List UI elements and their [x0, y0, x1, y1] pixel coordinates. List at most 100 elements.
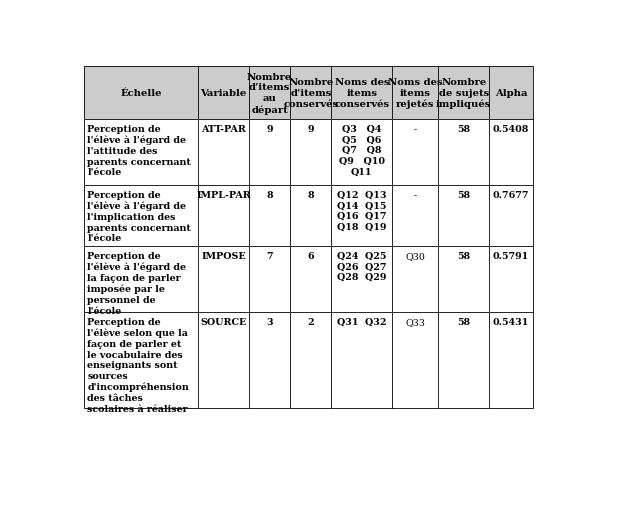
- Bar: [392, 67, 438, 120]
- Bar: [249, 67, 290, 120]
- Bar: [332, 313, 392, 408]
- Bar: [489, 313, 533, 408]
- Text: Q12  Q13
Q14  Q15
Q16  Q17
Q18  Q19: Q12 Q13 Q14 Q15 Q16 Q17 Q18 Q19: [337, 190, 387, 232]
- Bar: [489, 246, 533, 313]
- Text: Noms des
items
conservés: Noms des items conservés: [334, 78, 389, 108]
- Bar: [290, 246, 332, 313]
- Text: -: -: [414, 190, 417, 200]
- Bar: [438, 313, 489, 408]
- Text: Q3   Q4
Q5   Q6
Q7   Q8
Q9   Q10
Q11: Q3 Q4 Q5 Q6 Q7 Q8 Q9 Q10 Q11: [339, 125, 385, 177]
- Bar: [84, 120, 198, 186]
- Text: IMPL-PAR: IMPL-PAR: [196, 190, 251, 200]
- Bar: [489, 246, 533, 313]
- Bar: [438, 120, 489, 186]
- Bar: [392, 120, 438, 186]
- Bar: [198, 186, 249, 246]
- Bar: [290, 120, 332, 186]
- Bar: [438, 186, 489, 246]
- Text: Perception de
l'élève à l'égard de
l'implication des
parents concernant
l'école: Perception de l'élève à l'égard de l'imp…: [88, 190, 192, 243]
- Text: 58: 58: [457, 190, 470, 200]
- Bar: [249, 313, 290, 408]
- Bar: [290, 186, 332, 246]
- Bar: [332, 67, 392, 120]
- Text: 8: 8: [307, 190, 314, 200]
- Bar: [84, 246, 198, 313]
- Bar: [489, 120, 533, 186]
- Bar: [438, 67, 489, 120]
- Bar: [392, 186, 438, 246]
- Bar: [249, 67, 290, 120]
- Text: -: -: [414, 125, 417, 133]
- Text: Nombre
de sujets
impliqués: Nombre de sujets impliqués: [436, 78, 491, 109]
- Bar: [198, 186, 249, 246]
- Text: 9: 9: [267, 125, 273, 133]
- Text: Perception de
l'élève à l'égard de
la façon de parler
imposée par le
personnel d: Perception de l'élève à l'égard de la fa…: [88, 251, 187, 315]
- Bar: [84, 186, 198, 246]
- Bar: [249, 246, 290, 313]
- Bar: [489, 186, 533, 246]
- Bar: [198, 120, 249, 186]
- Text: 58: 58: [457, 125, 470, 133]
- Bar: [392, 313, 438, 408]
- Text: 9: 9: [307, 125, 314, 133]
- Bar: [438, 186, 489, 246]
- Bar: [392, 186, 438, 246]
- Text: 7: 7: [266, 251, 273, 260]
- Text: Q24  Q25
Q26  Q27
Q28  Q29: Q24 Q25 Q26 Q27 Q28 Q29: [337, 251, 387, 281]
- Bar: [489, 120, 533, 186]
- Bar: [489, 313, 533, 408]
- Bar: [198, 246, 249, 313]
- Bar: [249, 186, 290, 246]
- Text: 0.7677: 0.7677: [493, 190, 529, 200]
- Bar: [84, 246, 198, 313]
- Bar: [249, 246, 290, 313]
- Bar: [489, 67, 533, 120]
- Text: 0.5791: 0.5791: [493, 251, 529, 260]
- Text: Q33: Q33: [405, 317, 425, 326]
- Bar: [392, 120, 438, 186]
- Bar: [392, 67, 438, 120]
- Bar: [84, 313, 198, 408]
- Bar: [198, 313, 249, 408]
- Text: 6: 6: [307, 251, 314, 260]
- Bar: [84, 67, 198, 120]
- Text: Perception de
l'élève selon que la
façon de parler et
le vocabulaire des
enseign: Perception de l'élève selon que la façon…: [88, 317, 189, 413]
- Bar: [438, 120, 489, 186]
- Text: 8: 8: [266, 190, 273, 200]
- Bar: [332, 186, 392, 246]
- Bar: [84, 67, 198, 120]
- Bar: [392, 313, 438, 408]
- Text: 3: 3: [266, 317, 273, 326]
- Bar: [84, 313, 198, 408]
- Text: 0.5431: 0.5431: [493, 317, 529, 326]
- Bar: [489, 186, 533, 246]
- Text: ATT-PAR: ATT-PAR: [201, 125, 246, 133]
- Bar: [332, 246, 392, 313]
- Bar: [489, 67, 533, 120]
- Bar: [84, 120, 198, 186]
- Text: Nombre
d’items
au
départ: Nombre d’items au départ: [247, 72, 292, 115]
- Bar: [332, 67, 392, 120]
- Bar: [249, 313, 290, 408]
- Text: Q30: Q30: [405, 251, 425, 260]
- Bar: [249, 120, 290, 186]
- Text: Noms des
items
rejetés: Noms des items rejetés: [388, 78, 443, 109]
- Bar: [290, 67, 332, 120]
- Bar: [198, 313, 249, 408]
- Bar: [198, 67, 249, 120]
- Bar: [438, 246, 489, 313]
- Bar: [84, 186, 198, 246]
- Bar: [332, 120, 392, 186]
- Bar: [392, 246, 438, 313]
- Text: 58: 58: [457, 317, 470, 326]
- Bar: [290, 186, 332, 246]
- Bar: [332, 186, 392, 246]
- Bar: [438, 313, 489, 408]
- Text: IMPOSE: IMPOSE: [201, 251, 246, 260]
- Bar: [249, 186, 290, 246]
- Text: 0.5408: 0.5408: [493, 125, 529, 133]
- Text: SOURCE: SOURCE: [200, 317, 247, 326]
- Bar: [290, 120, 332, 186]
- Text: Nombre
d’items
conservés: Nombre d’items conservés: [284, 78, 339, 108]
- Bar: [290, 67, 332, 120]
